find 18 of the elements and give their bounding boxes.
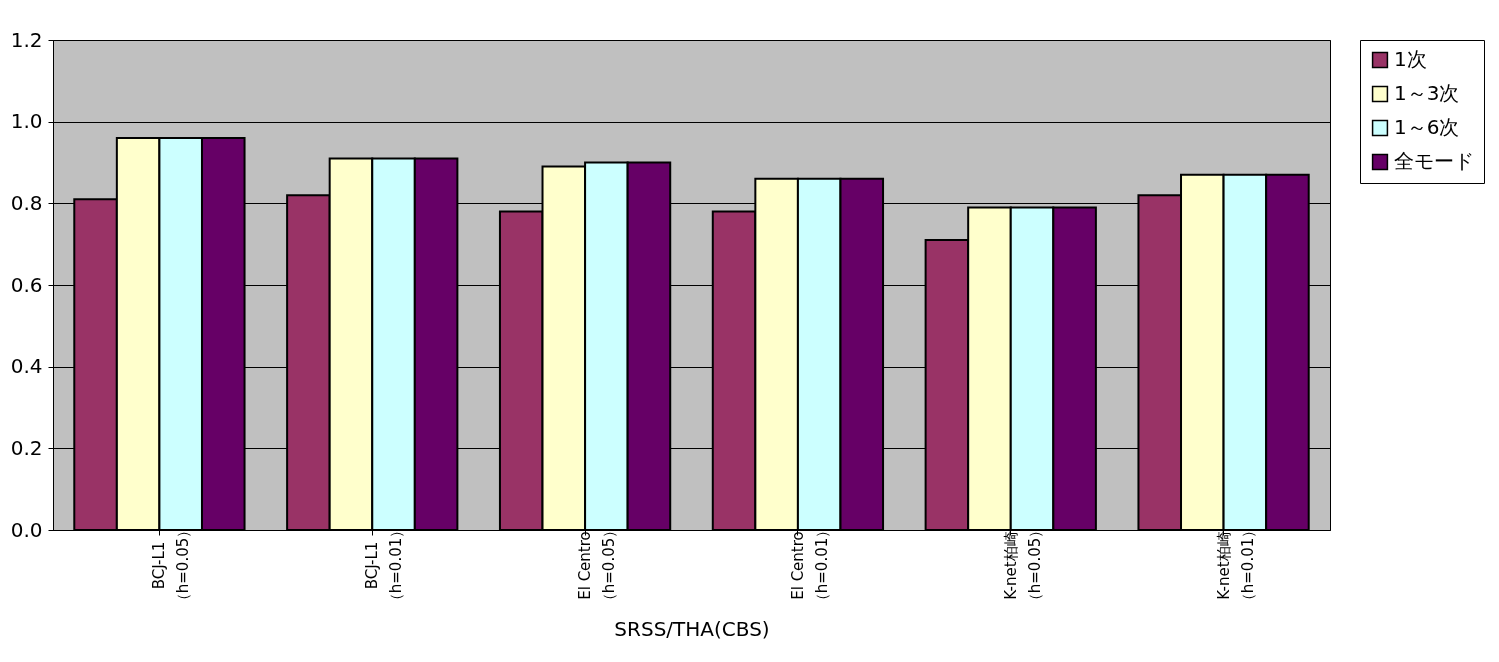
y-tick-label: 0.0 <box>10 517 43 542</box>
y-tick-label: 1.2 <box>10 27 43 52</box>
x-axis-title: SRSS/THA(CBS) <box>614 617 770 642</box>
x-tick-label: BCJ-L1（h=0.05） <box>150 522 193 609</box>
x-tick-label: BCJ-L1（h=0.01） <box>363 522 406 609</box>
x-tick-label: El Centro（h=0.01） <box>788 522 831 609</box>
y-tick-label: 1.0 <box>10 109 43 134</box>
legend-label: 1～6次 <box>1394 115 1460 139</box>
x-tick-label: K-net柏崎（h=0.05） <box>1001 522 1044 609</box>
legend-label: 1次 <box>1394 47 1427 71</box>
y-tick-label: 0.4 <box>10 354 43 379</box>
y-tick-label: 0.6 <box>10 272 43 297</box>
legend-label: 1～3次 <box>1394 81 1460 105</box>
x-tick-label: K-net柏崎（h=0.01） <box>1214 522 1257 609</box>
y-tick-label: 0.8 <box>10 190 43 215</box>
y-tick-label: 0.2 <box>10 435 43 460</box>
legend-label: 全モード <box>1394 149 1474 173</box>
x-tick-label: El Centro（h=0.05） <box>576 522 619 609</box>
